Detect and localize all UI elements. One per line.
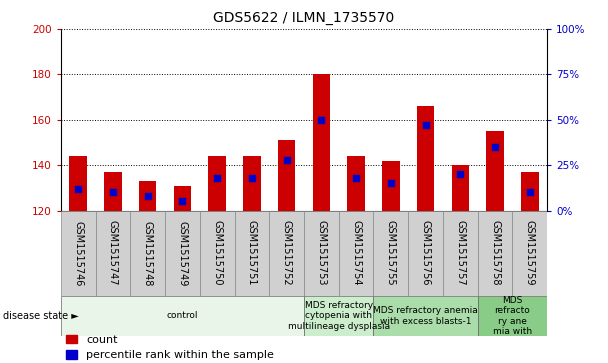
Bar (269, 211, 304, 296)
Point (490, 144, 500, 150)
Point (282, 157, 291, 163)
Text: GSM1515747: GSM1515747 (108, 220, 118, 286)
Text: GSM1515752: GSM1515752 (282, 220, 292, 286)
Point (212, 175, 222, 181)
Bar (95, 211, 130, 296)
Point (525, 189, 534, 195)
Bar (139, 181, 156, 211)
Text: GSM1515748: GSM1515748 (143, 220, 153, 286)
Bar (478, 296, 547, 336)
Point (455, 171, 465, 177)
Bar (304, 296, 373, 336)
Text: GSM1515755: GSM1515755 (386, 220, 396, 286)
Bar (104, 172, 122, 211)
Bar (313, 74, 330, 211)
Legend: count, percentile rank within the sample: count, percentile rank within the sample (66, 335, 274, 360)
Bar (278, 140, 295, 211)
Point (386, 180, 396, 186)
Bar (61, 296, 304, 336)
Point (178, 199, 187, 204)
Text: GSM1515751: GSM1515751 (247, 220, 257, 286)
Bar (209, 156, 226, 211)
Text: GSM1515759: GSM1515759 (525, 220, 535, 286)
Point (421, 122, 430, 128)
Text: MDS refractory
cytopenia with
multilineage dysplasia: MDS refractory cytopenia with multilinea… (288, 301, 390, 331)
Bar (373, 296, 478, 336)
Bar (69, 156, 87, 211)
Point (143, 193, 153, 199)
Text: control: control (167, 311, 198, 320)
Bar (174, 185, 191, 211)
Bar (478, 211, 513, 296)
Text: GSM1515758: GSM1515758 (490, 220, 500, 286)
Bar (235, 211, 269, 296)
Bar (200, 211, 235, 296)
Title: GDS5622 / ILMN_1735570: GDS5622 / ILMN_1735570 (213, 11, 395, 25)
Bar (243, 156, 261, 211)
Text: GSM1515754: GSM1515754 (351, 220, 361, 286)
Bar (165, 211, 200, 296)
Bar (408, 211, 443, 296)
Point (108, 189, 118, 195)
Text: GSM1515750: GSM1515750 (212, 220, 222, 286)
Text: disease state ►: disease state ► (3, 311, 79, 321)
Text: GSM1515746: GSM1515746 (73, 220, 83, 286)
Bar (61, 211, 95, 296)
Bar (373, 211, 408, 296)
Bar (513, 211, 547, 296)
Text: GSM1515753: GSM1515753 (316, 220, 326, 286)
Point (351, 175, 361, 181)
Bar (486, 131, 504, 211)
Point (247, 175, 257, 181)
Text: MDS
refracto
ry ane
mia with: MDS refracto ry ane mia with (493, 296, 532, 336)
Text: GSM1515756: GSM1515756 (421, 220, 430, 286)
Bar (417, 106, 434, 211)
Bar (339, 211, 373, 296)
Point (317, 117, 326, 123)
Text: GSM1515757: GSM1515757 (455, 220, 465, 286)
Text: GSM1515749: GSM1515749 (178, 220, 187, 286)
Bar (521, 172, 539, 211)
Bar (130, 211, 165, 296)
Point (74, 186, 83, 192)
Bar (347, 156, 365, 211)
Bar (443, 211, 478, 296)
Bar (382, 160, 399, 211)
Bar (452, 165, 469, 211)
Text: MDS refractory anemia
with excess blasts-1: MDS refractory anemia with excess blasts… (373, 306, 478, 326)
Bar (304, 211, 339, 296)
